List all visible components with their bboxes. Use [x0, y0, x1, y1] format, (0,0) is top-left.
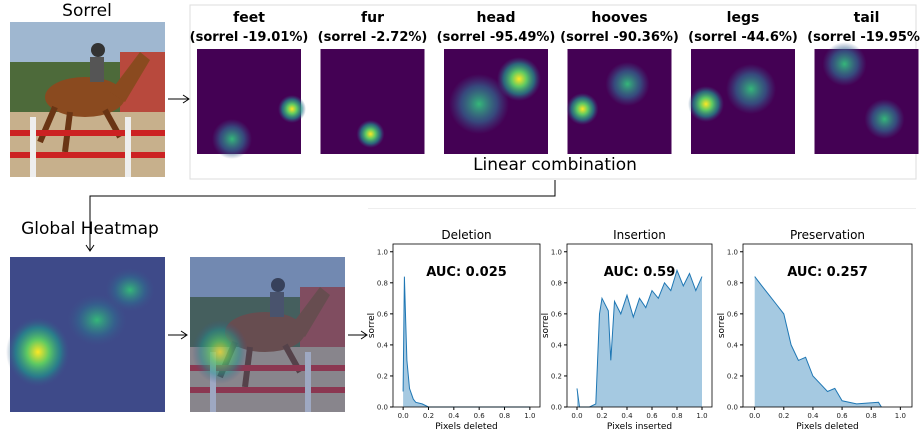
x-tick-label: 0.2: [423, 412, 434, 420]
image-label: Sorrel: [62, 1, 112, 21]
y-axis-label: sorrel: [717, 313, 727, 338]
y-tick-label: 0.2: [377, 372, 388, 380]
x-tick-label: 0.0: [571, 412, 582, 420]
area-fill: [403, 276, 530, 407]
y-tick-label: 1.0: [551, 248, 562, 256]
chart-title: Insertion: [613, 228, 666, 242]
y-tick-label: 0.4: [551, 341, 563, 349]
y-tick-label: 0.0: [727, 404, 738, 412]
concept-score: (sorrel -2.72%): [318, 30, 428, 45]
heat-spot: [726, 64, 776, 114]
x-tick-label: 1.0: [524, 412, 535, 420]
input-photo: [10, 22, 165, 177]
y-tick-label: 0.4: [377, 341, 389, 349]
auc-annotation: AUC: 0.025: [426, 265, 507, 280]
y-tick-label: 0.2: [727, 372, 738, 380]
heat-spot: [864, 99, 905, 139]
x-tick-label: 0.6: [836, 412, 848, 420]
x-tick-label: 1.0: [895, 412, 906, 420]
heat-spot: [822, 42, 867, 86]
concept-score: (sorrel -44.6%): [688, 30, 798, 45]
area-fill: [577, 270, 702, 407]
x-tick-label: 0.4: [448, 412, 460, 420]
plot-frame: [392, 243, 541, 408]
x-tick-label: 0.8: [866, 412, 877, 420]
plot-frame: [566, 243, 713, 408]
area-line: [402, 276, 530, 408]
y-tick-label: 0.8: [377, 279, 388, 287]
y-tick-label: 0.0: [377, 404, 388, 412]
y-tick-label: 0.0: [551, 404, 562, 412]
x-axis-label: Pixels deleted: [435, 422, 497, 432]
global-label: Global Heatmap: [21, 219, 159, 239]
x-axis-label: Pixels deleted: [796, 422, 858, 432]
area-fill: [754, 276, 882, 407]
connector: [85, 180, 556, 252]
heat-spot: [566, 93, 599, 125]
heat-spot: [212, 119, 252, 159]
x-tick-label: 0.8: [671, 412, 682, 420]
concept-name: hooves: [591, 10, 647, 26]
y-tick-label: 0.2: [551, 372, 562, 380]
y-tick-label: 0.6: [377, 310, 389, 318]
area-line: [754, 276, 882, 408]
area-line: [576, 268, 703, 408]
x-tick-label: 1.0: [696, 412, 707, 420]
heat-spot: [497, 57, 541, 101]
heat-spot: [278, 95, 306, 123]
y-tick-label: 0.4: [727, 341, 739, 349]
concept-name: legs: [727, 10, 760, 26]
x-tick-label: 0.2: [778, 412, 789, 420]
x-tick-label: 0.4: [621, 412, 633, 420]
concept-score: (sorrel -19.01%): [190, 30, 309, 45]
divider: [368, 208, 916, 209]
y-axis-label: sorrel: [367, 313, 377, 338]
y-tick-label: 0.6: [727, 310, 739, 318]
heat-spot: [688, 86, 724, 122]
arrow: [168, 330, 188, 340]
x-tick-label: 0.8: [499, 412, 510, 420]
y-tick-label: 0.6: [551, 310, 563, 318]
overlay-hot: [192, 320, 248, 384]
combination-label: Linear combination: [473, 155, 637, 175]
y-tick-label: 1.0: [727, 248, 738, 256]
auc-annotation: AUC: 0.59: [604, 265, 676, 280]
concept-name: fur: [361, 10, 384, 26]
concept-score: (sorrel -90.36%): [560, 30, 679, 45]
x-tick-label: 0.0: [749, 412, 760, 420]
x-tick-label: 0.6: [474, 412, 486, 420]
y-axis-label: sorrel: [541, 313, 551, 338]
x-tick-label: 0.0: [398, 412, 409, 420]
concept-name: tail: [854, 10, 880, 26]
arrow: [168, 94, 190, 104]
arrow: [348, 330, 368, 340]
y-tick-label: 0.8: [551, 279, 562, 287]
x-tick-label: 0.2: [596, 412, 607, 420]
chart-title: Deletion: [441, 228, 491, 242]
concept-score: (sorrel -95.49%): [437, 30, 556, 45]
x-tick-label: 0.6: [646, 412, 658, 420]
x-tick-label: 0.4: [807, 412, 819, 420]
y-tick-label: 0.8: [727, 279, 738, 287]
heat-spot: [449, 74, 509, 134]
concept-name: head: [477, 10, 516, 26]
x-axis-label: Pixels inserted: [607, 422, 672, 432]
auc-annotation: AUC: 0.257: [787, 265, 868, 280]
concept-name: feet: [233, 10, 265, 26]
y-tick-label: 1.0: [377, 248, 388, 256]
plot-frame: [742, 243, 913, 408]
concept-score: (sorrel -19.95%): [807, 30, 920, 45]
heat-spot: [356, 120, 385, 148]
global-heatmap: [6, 257, 165, 412]
heat-spot: [605, 62, 650, 106]
chart-title: Preservation: [790, 228, 865, 242]
